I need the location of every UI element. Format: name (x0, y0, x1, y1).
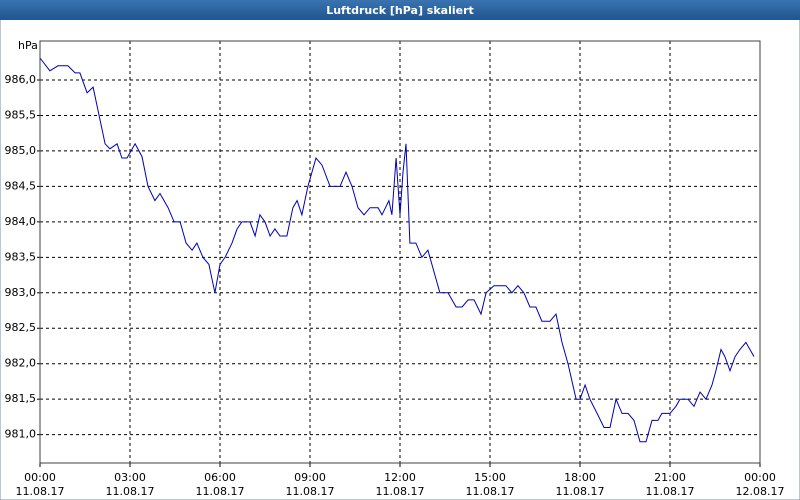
x-tick-date: 11.08.17 (106, 485, 155, 498)
x-tick-date: 11.08.17 (466, 485, 515, 498)
title-bar (0, 0, 800, 20)
x-tick-label: 15:00 (474, 471, 506, 484)
x-tick-label: 00:00 (24, 471, 56, 484)
y-tick-label: 981,0 (5, 428, 37, 441)
chart-title: Luftdruck [hPa] skaliert (326, 4, 474, 17)
x-tick-label: 03:00 (114, 471, 146, 484)
y-tick-label: 983,5 (5, 250, 37, 263)
x-tick-label: 00:00 (744, 471, 776, 484)
y-tick-label: 985,0 (5, 144, 37, 157)
x-tick-label: 06:00 (204, 471, 236, 484)
x-tick-date: 12.08.17 (736, 485, 785, 498)
data-line (39, 57, 755, 443)
y-tick-label: 982,0 (5, 357, 37, 370)
y-tick-label: 981,5 (5, 392, 37, 405)
y-tick-label: 984,5 (5, 179, 37, 192)
y-tick-label: 983,0 (5, 286, 37, 299)
x-tick-date: 11.08.17 (16, 485, 65, 498)
y-axis-label: hPa (18, 39, 38, 52)
x-tick-date: 11.08.17 (196, 485, 245, 498)
x-tick-label: 12:00 (384, 471, 416, 484)
y-tick-label: 982,5 (5, 321, 37, 334)
x-tick-label: 21:00 (654, 471, 686, 484)
x-tick-date: 11.08.17 (286, 485, 335, 498)
x-tick-label: 09:00 (294, 471, 326, 484)
y-tick-label: 984,0 (5, 215, 37, 228)
x-tick-date: 11.08.17 (556, 485, 605, 498)
x-tick-label: 18:00 (564, 471, 596, 484)
x-tick-date: 11.08.17 (376, 485, 425, 498)
y-tick-label: 986,0 (5, 73, 37, 86)
y-tick-label: 985,5 (5, 108, 37, 121)
plot-border (39, 40, 761, 464)
x-tick-date: 11.08.17 (646, 485, 695, 498)
